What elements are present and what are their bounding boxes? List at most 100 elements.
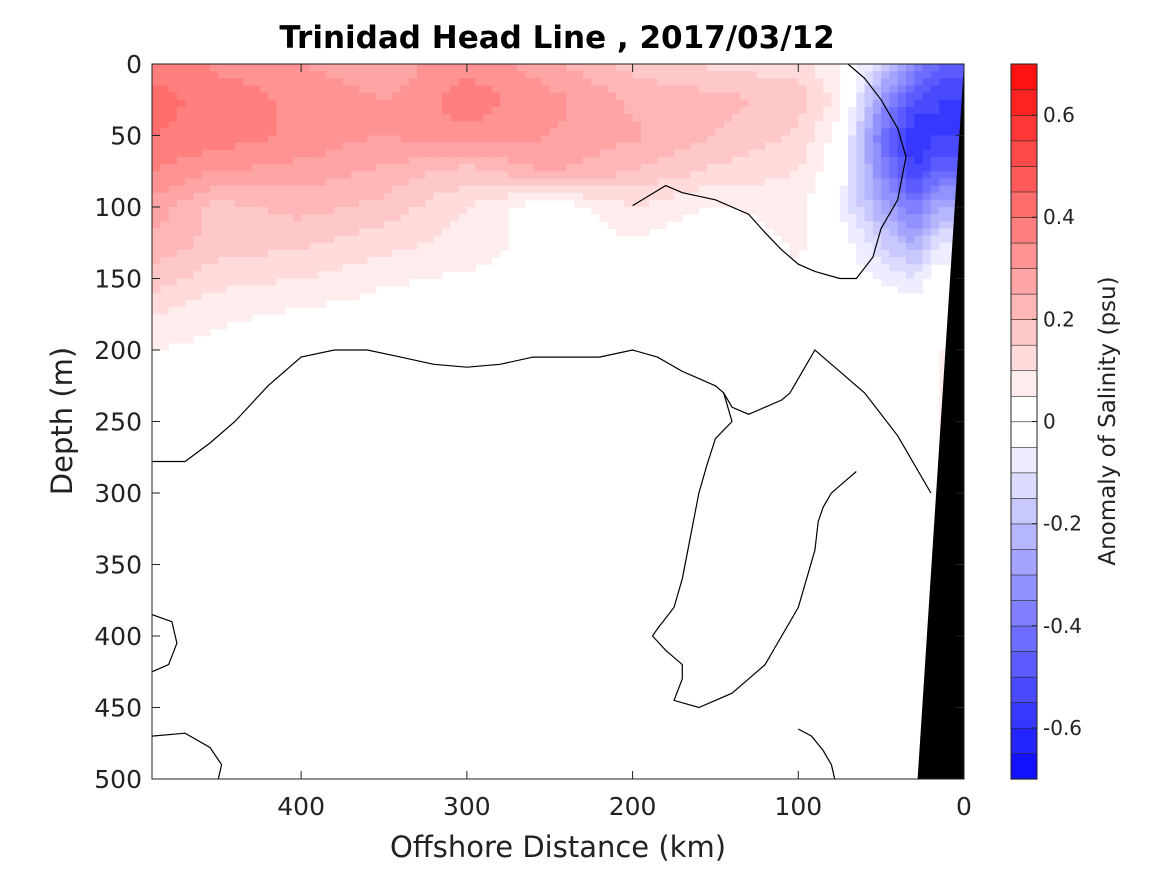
field-cell [201,64,211,72]
field-cell [790,121,799,129]
field-cell [599,164,609,172]
field-cell [516,149,526,158]
field-cell [234,314,244,322]
field-cell [442,114,451,122]
field-cell [193,171,203,179]
field-cell [334,135,344,144]
field-cell [508,135,518,144]
field-cell [765,156,775,165]
field-cell [848,207,857,215]
field-cell [607,114,617,122]
field-cell [466,199,476,208]
field-cell [616,92,625,101]
field-cell [599,99,609,108]
field-cell [500,185,509,194]
field-cell [491,135,501,144]
field-cell [284,271,294,280]
field-cell [193,64,203,72]
field-cell [516,171,526,179]
field-cell [740,142,750,151]
x-tick-label: 400 [277,792,325,821]
field-cell [185,99,195,108]
field-cell [218,185,228,194]
field-cell [640,142,650,151]
field-cell [276,285,286,294]
field-cell [292,249,302,258]
field-cell [872,242,882,251]
field-cell [193,156,203,165]
field-cell [516,106,526,115]
field-cell [301,99,311,108]
field-cell [897,99,907,108]
field-cell [715,192,725,201]
field-cell [408,242,418,251]
field-cell [930,99,940,108]
y-tick-label: 200 [94,336,142,365]
field-cell [723,78,733,87]
field-cell [748,135,758,144]
field-cell [781,228,791,237]
field-cell [549,149,559,158]
field-cell [947,85,957,94]
field-cell [168,185,178,194]
field-cell [508,149,518,158]
field-cell [939,135,949,144]
field-cell [276,78,286,87]
field-cell [292,278,302,287]
field-cell [259,106,269,115]
field-cell [185,292,195,301]
field-cell [773,185,783,194]
field-cell [276,128,286,137]
field-cell [425,171,435,179]
field-cell [566,99,576,108]
field-cell [450,207,460,215]
field-cell [930,178,940,187]
field-cell [798,64,808,72]
field-cell [715,114,725,122]
field-cell [533,171,543,179]
colorbar-level [1010,651,1038,678]
field-cell [922,135,932,144]
field-cell [218,264,228,272]
field-cell [848,221,857,230]
field-cell [309,128,319,137]
field-cell [740,199,750,208]
field-cell [889,278,899,287]
field-cell [152,321,161,330]
field-cell [201,242,211,251]
field-cell [607,64,617,72]
field-cell [864,199,874,208]
field-cell [251,299,261,308]
field-cell [185,135,195,144]
field-cell [616,128,625,137]
field-cell [698,164,708,172]
field-cell [243,85,253,94]
field-cell [375,242,385,251]
field-cell [765,185,775,194]
field-cell [707,99,717,108]
field-cell [616,135,625,144]
field-cell [408,128,418,137]
field-cell [160,235,170,244]
field-cell [251,228,261,237]
field-cell [790,142,799,151]
field-cell [259,156,269,165]
field-cell [947,121,957,129]
field-cell [342,257,352,265]
field-cell [872,264,882,272]
field-cell [408,178,418,187]
chart-title: Trinidad Head Line , 2017/03/12 [279,20,834,56]
field-cell [897,185,907,194]
field-cell [185,164,195,172]
field-cell [914,249,924,258]
field-cell [466,221,476,230]
field-cell [243,156,253,165]
field-cell [897,264,907,272]
field-cell [591,85,601,94]
field-cell [690,207,700,215]
field-cell [781,114,791,122]
field-cell [508,78,518,87]
field-cell [773,121,783,129]
field-cell [201,299,211,308]
field-cell [375,135,385,144]
